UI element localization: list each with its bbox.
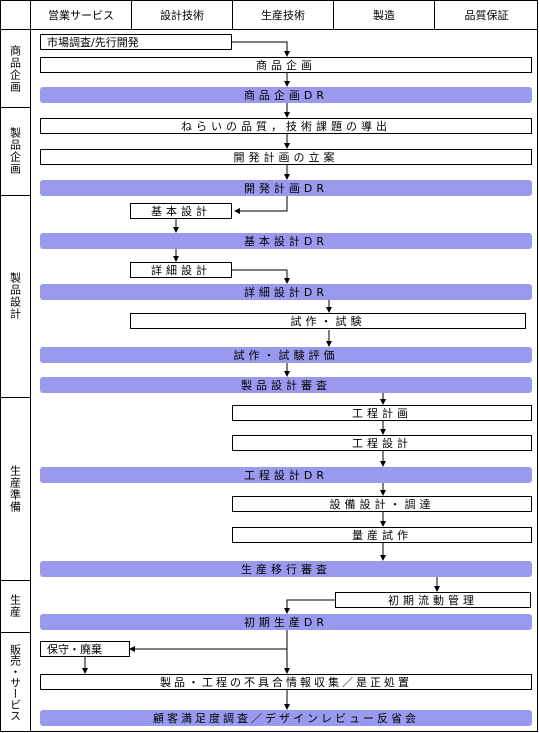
phase-label-product-design: 製品設計 bbox=[8, 272, 22, 320]
phase-divider bbox=[0, 195, 30, 196]
step-equipment-design: 設備設計・調達 bbox=[232, 496, 532, 512]
column-header-design: 設計技術 bbox=[132, 0, 233, 30]
step-customer-satisfaction: 顧客満足度調査／デザインレビュー反省会 bbox=[40, 710, 532, 726]
column-header-quality: 品質保証 bbox=[435, 0, 538, 30]
step-prototype-test: 試作・試験 bbox=[130, 313, 526, 329]
step-product-planning-dr: 商品企画DR bbox=[40, 87, 532, 103]
phase-divider bbox=[0, 107, 30, 108]
step-development-plan-dr: 開発計画DR bbox=[40, 180, 532, 196]
step-maintenance-disposal: 保守・廃棄 bbox=[40, 641, 130, 657]
step-product-planning: 商品企画 bbox=[40, 57, 532, 73]
phase-divider bbox=[0, 580, 30, 581]
step-process-planning: 工程計画 bbox=[232, 405, 532, 421]
phase-label-production: 生産 bbox=[8, 594, 22, 618]
step-mass-prototype: 量産試作 bbox=[232, 527, 532, 543]
column-header-production-eng: 生産技術 bbox=[233, 0, 334, 30]
step-development-plan: 開発計画の立案 bbox=[40, 149, 532, 165]
step-process-design-dr: 工程設計DR bbox=[40, 467, 532, 483]
step-product-design-review: 製品設計審査 bbox=[40, 377, 532, 393]
step-detail-design: 詳細設計 bbox=[130, 262, 232, 278]
step-initial-production-dr: 初期生産DR bbox=[40, 614, 532, 630]
column-header-manufacturing: 製造 bbox=[334, 0, 435, 30]
step-process-design: 工程設計 bbox=[232, 435, 532, 451]
step-target-quality: ねらいの品質，技術課題の導出 bbox=[40, 118, 532, 134]
phase-label-product-concept: 製品企画 bbox=[8, 127, 22, 175]
column-header-sales: 営業サービス bbox=[31, 0, 132, 30]
phase-label-production-prep: 生産準備 bbox=[8, 464, 22, 513]
phase-divider bbox=[0, 397, 30, 398]
step-prototype-evaluation: 試作・試験評価 bbox=[40, 347, 532, 363]
step-detail-design-dr: 詳細設計DR bbox=[40, 284, 532, 300]
step-initial-flow-control: 初期流動管理 bbox=[335, 592, 531, 608]
phase-divider bbox=[0, 632, 30, 633]
step-market-research: 市場調査/先行開発 bbox=[40, 34, 232, 50]
phase-label-product-planning: 商品企画 bbox=[8, 44, 22, 93]
phase-label-sales-service: 販売・サービス bbox=[8, 643, 22, 721]
phase-column-divider bbox=[30, 0, 31, 732]
step-basic-design: 基本設計 bbox=[130, 203, 232, 219]
step-production-transfer-review: 生産移行審査 bbox=[40, 561, 532, 577]
step-basic-design-dr: 基本設計DR bbox=[40, 233, 532, 249]
step-defect-collection: 製品・工程の不具合情報収集／是正処置 bbox=[40, 674, 532, 690]
